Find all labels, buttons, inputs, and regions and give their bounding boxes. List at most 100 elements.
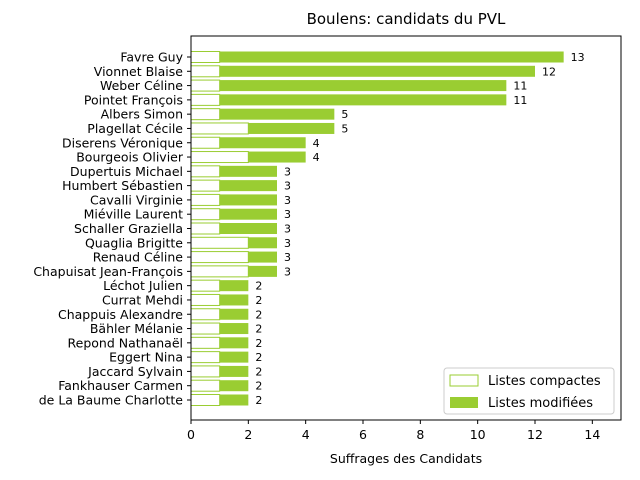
- bar-modifiees: [219, 208, 277, 220]
- bar-compactes: [190, 179, 221, 192]
- bar-compactes: [190, 136, 221, 149]
- bar-modifiees: [219, 80, 507, 92]
- bar-modifiees: [219, 94, 507, 106]
- bar-modifiees: [219, 323, 249, 335]
- data-label: 3: [284, 180, 291, 193]
- data-label: 2: [255, 394, 262, 407]
- bar-compactes: [190, 122, 249, 135]
- y-tick-label: Dupertuis Michael: [70, 164, 183, 179]
- y-tick-label: Diserens Véronique: [62, 135, 183, 150]
- x-tick-label: 4: [302, 427, 310, 442]
- data-label: 2: [255, 337, 262, 350]
- y-tick-label: Renaud Céline: [93, 250, 184, 265]
- bar-compactes: [190, 365, 221, 378]
- y-tick-label: Cavalli Virginie: [90, 192, 183, 207]
- bar-compactes: [190, 93, 221, 106]
- bar-modifiees: [219, 351, 249, 363]
- bar-modifiees: [219, 165, 277, 177]
- data-label: 3: [284, 223, 291, 236]
- x-tick-label: 14: [584, 427, 600, 442]
- bar-modifiees: [248, 122, 335, 134]
- bar-modifiees: [219, 137, 306, 149]
- y-tick-label: Vionnet Blaise: [94, 64, 184, 79]
- bar-compactes: [190, 79, 221, 92]
- bar-compactes: [190, 222, 221, 235]
- data-label: 2: [255, 280, 262, 293]
- bar-compactes: [190, 336, 221, 349]
- data-label: 3: [284, 165, 291, 178]
- bar-modifiees: [219, 394, 249, 406]
- y-tick-label: Plagellat Cécile: [87, 121, 183, 136]
- y-tick-label: Bourgeois Olivier: [76, 150, 184, 165]
- bar-modifiees: [219, 223, 277, 234]
- bar-compactes: [190, 108, 221, 121]
- y-tick-label: Weber Céline: [100, 78, 183, 93]
- data-label: 2: [255, 308, 262, 321]
- data-label: 4: [313, 137, 320, 150]
- data-label: 3: [284, 208, 291, 221]
- data-label: 13: [571, 51, 585, 64]
- bar-modifiees: [219, 308, 249, 320]
- y-tick-label: Bähler Mélanie: [90, 321, 183, 336]
- x-axis-label: Suffrages des Candidats: [330, 451, 482, 466]
- y-tick-label: Miéville Laurent: [84, 207, 183, 222]
- data-label: 2: [255, 323, 262, 336]
- legend-swatch-modifiees: [450, 397, 478, 408]
- bar-compactes: [190, 151, 249, 164]
- bar-modifiees: [219, 194, 277, 206]
- bar-compactes: [190, 65, 221, 78]
- legend-label-modifiees: Listes modifiées: [488, 396, 593, 411]
- bar-modifiees: [219, 65, 535, 77]
- y-tick-label: Fankhauser Carmen: [58, 378, 183, 393]
- data-label: 3: [284, 194, 291, 207]
- bar-compactes: [190, 351, 221, 364]
- y-tick-label: Favre Guy: [120, 50, 183, 65]
- bar-modifiees: [219, 108, 335, 120]
- bar-modifiees: [248, 237, 277, 249]
- data-label: 5: [341, 108, 348, 121]
- legend: Listes compactes Listes modifiées: [443, 367, 615, 415]
- x-tick-label: 8: [416, 427, 424, 442]
- data-label: 2: [255, 365, 262, 378]
- x-tick-label: 6: [359, 427, 367, 442]
- legend-swatch-compactes: [449, 374, 479, 387]
- y-tick-label: Léchot Julien: [103, 278, 183, 293]
- y-tick-label: Chapuisat Jean-François: [33, 264, 183, 279]
- legend-box: [443, 367, 615, 415]
- y-tick-label: Currat Mehdi: [102, 292, 183, 307]
- bar-compactes: [190, 51, 221, 63]
- legend-label-compactes: Listes compactes: [488, 374, 601, 389]
- data-label: 3: [284, 265, 291, 278]
- bar-modifiees: [219, 365, 249, 377]
- x-tick-label: 0: [187, 427, 195, 442]
- data-label: 11: [513, 94, 527, 107]
- bar-compactes: [190, 293, 221, 306]
- data-label: 3: [284, 251, 291, 264]
- x-tick-label: 12: [527, 427, 543, 442]
- plot-frame: [190, 35, 622, 421]
- y-tick-label: Albers Simon: [101, 107, 183, 122]
- y-tick-label: Humbert Sébastien: [62, 178, 183, 193]
- x-axis: 0 2 4 6 8 10 12 14: [187, 420, 600, 442]
- bar-compactes: [190, 279, 221, 292]
- bars-group: [190, 51, 564, 406]
- bar-modifiees: [248, 151, 306, 163]
- data-label: 5: [341, 122, 348, 135]
- y-tick-label: Pointet François: [84, 92, 183, 107]
- bar-compactes: [190, 193, 221, 206]
- bar-modifiees: [219, 51, 564, 63]
- data-label: 2: [255, 294, 262, 307]
- bar-compactes: [190, 208, 221, 221]
- y-tick-label: Repond Nathanaël: [68, 335, 183, 350]
- bar-compactes: [190, 394, 221, 406]
- y-tick-label: de La Baume Charlotte: [39, 393, 184, 408]
- x-tick-label: 2: [244, 427, 252, 442]
- bar-compactes: [190, 165, 221, 178]
- data-label: 2: [255, 380, 262, 393]
- chart-title: Boulens: candidats du PVL: [307, 10, 506, 28]
- bar-modifiees: [219, 380, 249, 392]
- y-tick-label: Jaccard Sylvain: [87, 364, 183, 379]
